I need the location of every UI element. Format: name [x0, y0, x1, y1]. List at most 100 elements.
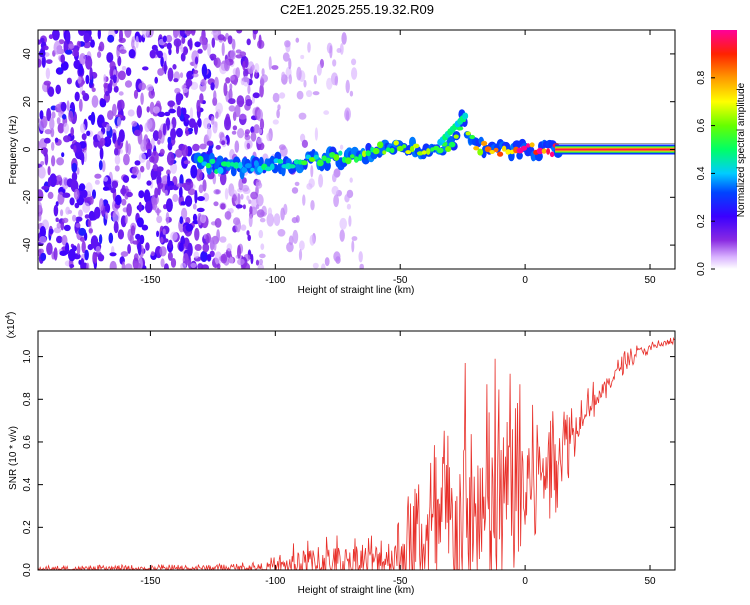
noise-blob — [303, 79, 307, 88]
noise-blob — [244, 129, 251, 135]
signal-core — [345, 157, 352, 165]
snr-line-area — [38, 336, 675, 570]
signal-core — [413, 143, 420, 149]
y-tick-label: -40 — [22, 237, 33, 252]
noise-blob — [271, 65, 279, 70]
noise-blob — [161, 175, 168, 185]
noise-blob — [127, 109, 135, 117]
noise-blob — [284, 40, 291, 48]
noise-blob — [306, 183, 313, 190]
noise-blob — [234, 140, 240, 153]
signal-core — [333, 154, 340, 161]
noise-blob — [121, 198, 127, 206]
noise-blob — [316, 63, 322, 76]
noise-blob — [112, 132, 117, 144]
signal-core — [445, 146, 452, 152]
noise-blob — [109, 260, 117, 269]
noise-blob — [195, 168, 203, 182]
signal-core — [497, 151, 504, 157]
noise-blob — [339, 144, 344, 150]
noise-blob — [120, 187, 127, 195]
signal-core — [421, 150, 427, 155]
noise-blob — [170, 231, 178, 241]
noise-blob — [157, 111, 165, 118]
signal-core — [238, 161, 243, 169]
signal-core — [301, 160, 308, 166]
signal-core — [313, 154, 319, 160]
noise-blob — [113, 85, 119, 93]
noise-blob — [176, 105, 182, 118]
noise-blob — [240, 224, 247, 231]
noise-blob — [89, 195, 94, 205]
noise-blob — [196, 207, 205, 213]
noise-blob — [153, 106, 160, 114]
noise-blob — [85, 55, 93, 70]
noise-blob — [132, 240, 139, 245]
noise-blob — [166, 169, 171, 176]
noise-blob — [61, 152, 65, 158]
noise-blob — [121, 66, 127, 71]
noise-blob — [160, 258, 165, 268]
noise-blob — [81, 240, 86, 254]
signal-core — [250, 167, 255, 172]
noise-blob — [242, 262, 251, 269]
noise-blob — [146, 106, 150, 113]
noise-blob — [197, 117, 202, 128]
x-tick-label: -50 — [393, 275, 408, 286]
noise-blob — [252, 30, 259, 35]
noise-blob — [74, 91, 80, 102]
signal-core — [473, 146, 480, 151]
snr-series-line — [38, 336, 675, 570]
noise-blob — [259, 84, 264, 98]
y-tick-label: -20 — [22, 190, 33, 205]
noise-blob — [339, 229, 345, 242]
noise-blob — [54, 104, 63, 113]
noise-blob — [106, 52, 114, 63]
noise-blob — [190, 164, 198, 179]
noise-blob — [78, 30, 86, 36]
signal-core — [525, 143, 531, 148]
noise-blob — [173, 38, 182, 48]
y-tick-label: 0.0 — [22, 563, 33, 577]
noise-blob — [78, 209, 83, 218]
noise-blob — [202, 243, 210, 253]
noise-blob — [93, 253, 98, 264]
noise-blob — [313, 74, 317, 85]
noise-blob — [53, 247, 58, 261]
noise-blob — [47, 177, 52, 188]
noise-blob — [101, 160, 106, 173]
noise-blob — [190, 181, 194, 189]
noise-blob — [131, 39, 135, 49]
noise-blob — [214, 121, 218, 128]
noise-blob — [258, 229, 264, 239]
noise-blob — [41, 185, 50, 190]
noise-blob — [127, 244, 131, 254]
noise-blob — [43, 80, 51, 86]
snr-scale-suffix: ) — [6, 312, 17, 315]
snr-y-label: SNR (10 * v/v) — [8, 426, 19, 490]
noise-blob — [240, 193, 244, 200]
noise-blob — [105, 123, 111, 132]
noise-blob — [110, 187, 117, 194]
noise-blob — [306, 90, 313, 98]
noise-blob — [238, 113, 247, 120]
noise-blob — [260, 243, 265, 250]
noise-blob — [237, 245, 241, 259]
noise-blob — [194, 41, 201, 48]
spectrogram-x-ticks: -150 -100 -50 0 50 — [140, 30, 656, 286]
noise-blob — [175, 91, 182, 106]
noise-blob — [224, 188, 229, 200]
noise-blob — [278, 144, 286, 151]
noise-blob — [57, 122, 65, 134]
noise-blob — [256, 108, 263, 122]
noise-blob — [155, 209, 162, 214]
noise-blob — [167, 251, 173, 261]
noise-blob — [148, 89, 155, 99]
noise-blob — [169, 123, 173, 131]
noise-blob — [267, 207, 273, 217]
noise-blob — [321, 263, 326, 269]
noise-blob — [178, 186, 183, 198]
signal-core — [385, 147, 391, 152]
noise-blob — [75, 223, 81, 228]
